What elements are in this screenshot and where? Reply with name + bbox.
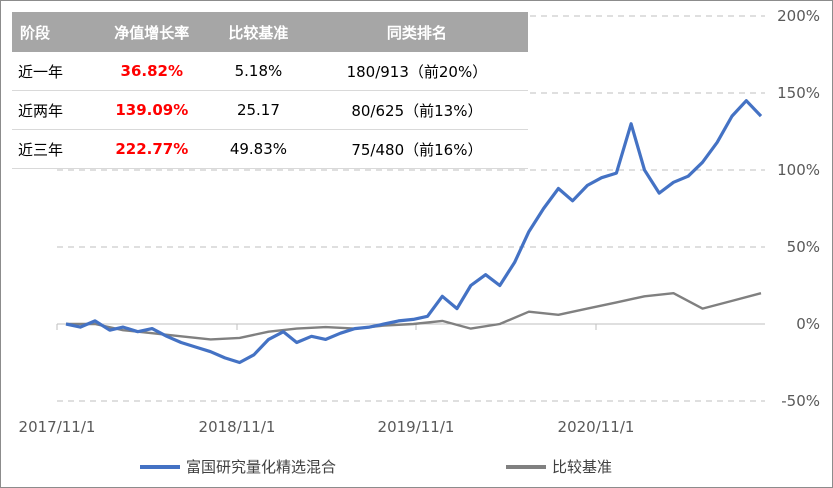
header-growth: 净值增长率: [92, 12, 212, 52]
cell-benchmark: 5.18%: [211, 52, 306, 91]
series-group: [65, 99, 763, 365]
performance-table: 阶段 净值增长率 比较基准 同类排名 近一年 36.82% 5.18% 180/…: [12, 12, 528, 169]
legend-label-fund: 富国研究量化精选混合: [186, 458, 337, 476]
y-tick-label: 50%: [787, 238, 820, 256]
legend-swatch-benchmark: [506, 464, 546, 469]
x-axis-labels: 2017/11/1 2018/11/1 2019/11/1 2020/11/1: [19, 324, 635, 436]
cell-benchmark: 49.83%: [211, 129, 306, 169]
legend-swatch-fund: [140, 464, 180, 469]
cell-benchmark: 25.17: [211, 90, 306, 130]
table-row: 近三年 222.77% 49.83% 75/480（前16%）: [12, 129, 528, 169]
cell-growth: 36.82%: [92, 52, 212, 91]
header-benchmark: 比较基准: [211, 12, 306, 52]
y-tick-label: 0%: [796, 315, 820, 333]
y-tick-label: 100%: [777, 161, 820, 179]
x-tick-label: 2020/11/1: [558, 418, 635, 436]
legend-label-benchmark: 比较基准: [552, 458, 613, 476]
y-tick-label: 150%: [777, 84, 820, 102]
y-tick-label: 200%: [777, 7, 820, 25]
header-period: 阶段: [12, 12, 93, 52]
table-header-row: 阶段 净值增长率 比较基准 同类排名: [12, 12, 528, 52]
x-tick-label: 2019/11/1: [378, 418, 455, 436]
cell-rank: 180/913（前20%）: [305, 52, 528, 91]
cell-growth: 139.09%: [92, 90, 212, 130]
cell-rank: 80/625（前13%）: [305, 90, 528, 130]
cell-period: 近两年: [12, 90, 93, 130]
series-line-benchmark: [66, 292, 762, 341]
x-tick-label: 2018/11/1: [199, 418, 276, 436]
x-tick-label: 2017/11/1: [19, 418, 96, 436]
cell-period: 近三年: [12, 129, 93, 169]
series-line-fund: [65, 99, 763, 365]
cell-growth: 222.77%: [92, 129, 212, 169]
legend-item-benchmark: 比较基准: [506, 456, 612, 477]
table-row: 近一年 36.82% 5.18% 180/913（前20%）: [12, 52, 528, 91]
y-axis-labels: 200% 150% 100% 50% 0% -50%: [777, 7, 820, 410]
y-tick-label: -50%: [781, 392, 820, 410]
cell-period: 近一年: [12, 52, 93, 91]
legend-item-fund: 富国研究量化精选混合: [140, 456, 336, 477]
table-row: 近两年 139.09% 25.17 80/625（前13%）: [12, 90, 528, 130]
header-rank: 同类排名: [305, 12, 528, 52]
cell-rank: 75/480（前16%）: [305, 129, 528, 169]
